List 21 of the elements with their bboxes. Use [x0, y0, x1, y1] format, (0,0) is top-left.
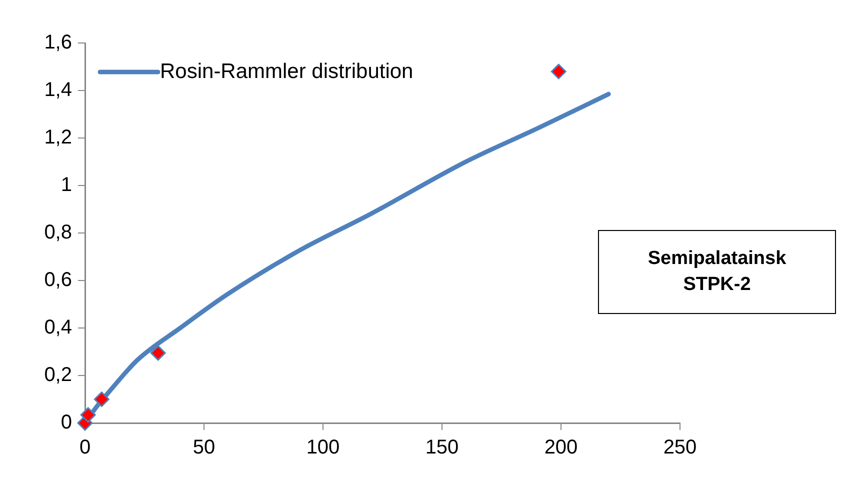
- y-tick-label: 0: [60, 412, 72, 434]
- x-tick-label: 150: [425, 436, 459, 459]
- x-tick-label: 0: [79, 436, 91, 459]
- y-tick-label: 1,6: [44, 32, 72, 54]
- y-tick-label: 0,6: [44, 269, 72, 292]
- annotation: Semipalatainsk STPK-2: [598, 230, 836, 314]
- y-tick-label: 0,2: [44, 364, 72, 386]
- point: [94, 392, 110, 407]
- x-tick-label: 50: [192, 436, 216, 459]
- y-tick-label: 1,4: [44, 79, 72, 102]
- x-tick-label: 100: [306, 436, 340, 459]
- x-tick-label: 200: [544, 436, 578, 459]
- y-tick-label: 0,8: [44, 222, 72, 244]
- point: [550, 64, 566, 80]
- point: [80, 407, 96, 423]
- y-tick-label: 0,4: [44, 316, 72, 339]
- legend-label: Rosin-Rammler distribution: [160, 60, 414, 83]
- point: [150, 345, 166, 361]
- y-tick-label: 1,2: [44, 126, 72, 149]
- y-tick-label: 1: [60, 174, 72, 196]
- x-tick-label: 250: [663, 436, 697, 459]
